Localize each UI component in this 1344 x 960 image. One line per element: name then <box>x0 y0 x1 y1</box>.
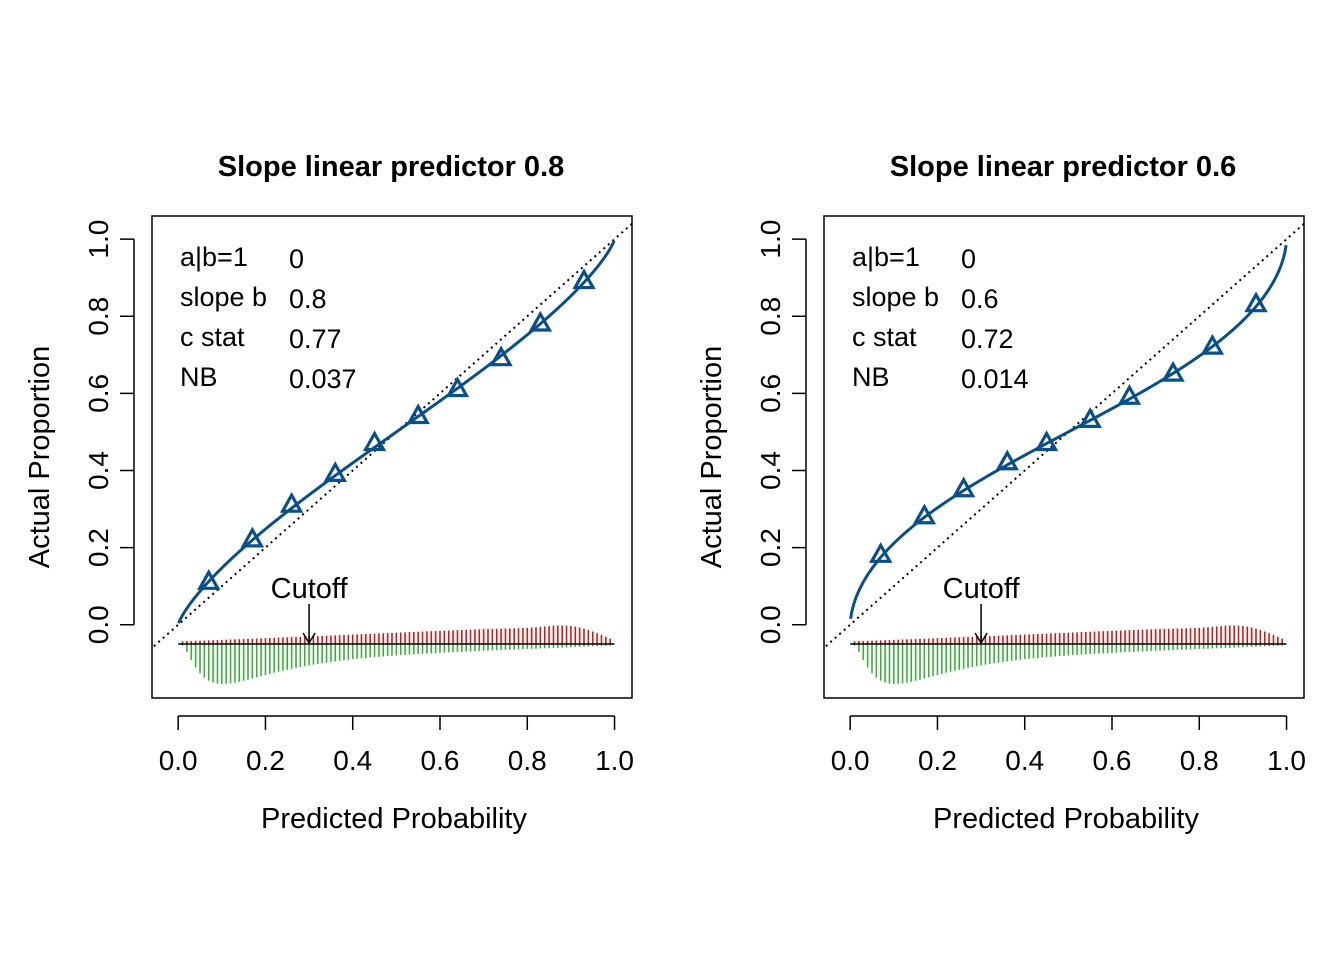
group-point-marker <box>1117 383 1142 405</box>
group-point-marker <box>240 526 265 548</box>
y-tick-label: 0.8 <box>83 297 114 336</box>
stat-label: a|b=1 <box>852 242 920 272</box>
stat-label: NB <box>180 362 218 392</box>
x-tick-label: 0.4 <box>1005 745 1044 776</box>
y-axis-title: Actual Proportion <box>696 346 728 568</box>
x-tick-label: 1.0 <box>595 745 634 776</box>
x-tick-label: 0.0 <box>831 745 870 776</box>
plot-area <box>152 222 632 684</box>
stat-value: 0 <box>961 244 976 274</box>
cutoff-label: Cutoff <box>943 573 1021 605</box>
chart-title: Slope linear predictor 0.8 <box>218 151 565 183</box>
group-point-marker <box>1161 360 1185 382</box>
y-tick-label: 0.2 <box>83 528 114 567</box>
x-tick-label: 0.2 <box>246 745 285 776</box>
group-point-marker <box>323 461 348 482</box>
x-tick-label: 0.8 <box>508 745 547 776</box>
stat-value: 0 <box>289 244 304 274</box>
y-tick-label: 0.4 <box>83 451 114 490</box>
group-point-marker <box>406 403 430 425</box>
group-point-marker <box>1034 430 1059 452</box>
y-axis-title: Actual Proportion <box>24 346 56 568</box>
group-point-marker <box>279 491 304 513</box>
group-point-marker <box>868 542 893 563</box>
stat-label: a|b=1 <box>180 242 248 272</box>
calibration-curve <box>177 240 616 624</box>
group-point-marker <box>445 376 470 398</box>
group-point-marker <box>1244 291 1268 313</box>
group-point-marker <box>1078 407 1102 428</box>
calibration-curve <box>849 244 1288 619</box>
x-tick-label: 0.2 <box>918 745 957 776</box>
y-tick-label: 0.2 <box>755 528 786 567</box>
cutoff-arrow-head <box>974 632 988 645</box>
calibration-panel-left: Slope linear predictor 0.80.0 0.2 0.4 0.6 0.… <box>24 151 634 835</box>
cutoff-arrow-head <box>302 632 316 645</box>
stat-label: c stat <box>180 322 245 352</box>
stat-label: slope b <box>180 282 267 312</box>
x-axis-title: Predicted Probability <box>933 803 1199 835</box>
y-axis: 0.0 0.2 0.4 0.6 0.8 1.0 <box>755 220 807 644</box>
stat-value: 0.77 <box>289 324 342 354</box>
chart-title: Slope linear predictor 0.6 <box>890 151 1237 183</box>
reference-diagonal-line <box>824 222 1304 650</box>
group-point-marker <box>995 449 1020 471</box>
calibration-panel-right: Slope linear predictor 0.60.0 0.2 0.4 0.6 0.… <box>696 151 1306 835</box>
cutoff-label: Cutoff <box>271 573 349 605</box>
y-tick-label: 0.8 <box>755 297 786 336</box>
x-tick-label: 0.6 <box>421 745 460 776</box>
x-tick-label: 1.0 <box>1267 745 1306 776</box>
y-tick-label: 0.0 <box>755 605 786 644</box>
reference-diagonal-line <box>152 222 632 650</box>
x-axis-title: Predicted Probability <box>261 803 527 835</box>
statistics-legend: a|b=1 0 slope b 0.6 c stat 0.72 NB 0.014 <box>852 242 1029 394</box>
plot-frame <box>151 215 633 699</box>
stat-value: 0.014 <box>961 364 1029 394</box>
y-axis: 0.0 0.2 0.4 0.6 0.8 1.0 <box>83 220 135 644</box>
probability-histogram <box>853 625 1283 684</box>
x-tick-label: 0.4 <box>333 745 372 776</box>
x-axis: 0.0 0.2 0.4 0.6 0.8 1.0 <box>831 715 1306 776</box>
stat-value: 0.8 <box>289 284 327 314</box>
stat-value: 0.037 <box>289 364 357 394</box>
plot-frame <box>823 215 1305 699</box>
y-tick-label: 0.4 <box>755 451 786 490</box>
group-point-marker <box>572 268 596 290</box>
y-tick-label: 0.0 <box>83 605 114 644</box>
group-point-marker <box>1200 333 1225 355</box>
y-tick-label: 1.0 <box>755 220 786 259</box>
group-point-marker <box>951 476 976 498</box>
group-point-marker <box>528 310 553 332</box>
y-tick-label: 0.6 <box>83 374 114 413</box>
stat-value: 0.72 <box>961 324 1014 354</box>
x-axis: 0.0 0.2 0.4 0.6 0.8 1.0 <box>159 715 634 776</box>
x-tick-label: 0.8 <box>1180 745 1219 776</box>
x-tick-label: 0.6 <box>1093 745 1132 776</box>
group-point-marker <box>489 345 513 367</box>
y-tick-label: 0.6 <box>755 374 786 413</box>
stat-label: c stat <box>852 322 917 352</box>
group-point-marker <box>912 503 937 525</box>
stat-value: 0.6 <box>961 284 999 314</box>
x-tick-label: 0.0 <box>159 745 198 776</box>
probability-histogram <box>181 625 611 684</box>
group-point-marker <box>362 430 387 452</box>
stat-label: NB <box>852 362 890 392</box>
y-tick-label: 1.0 <box>83 220 114 259</box>
group-point-marker <box>196 569 221 590</box>
statistics-legend: a|b=1 0 slope b 0.8 c stat 0.77 NB 0.037 <box>180 242 357 394</box>
stat-label: slope b <box>852 282 939 312</box>
plot-area <box>824 222 1304 684</box>
